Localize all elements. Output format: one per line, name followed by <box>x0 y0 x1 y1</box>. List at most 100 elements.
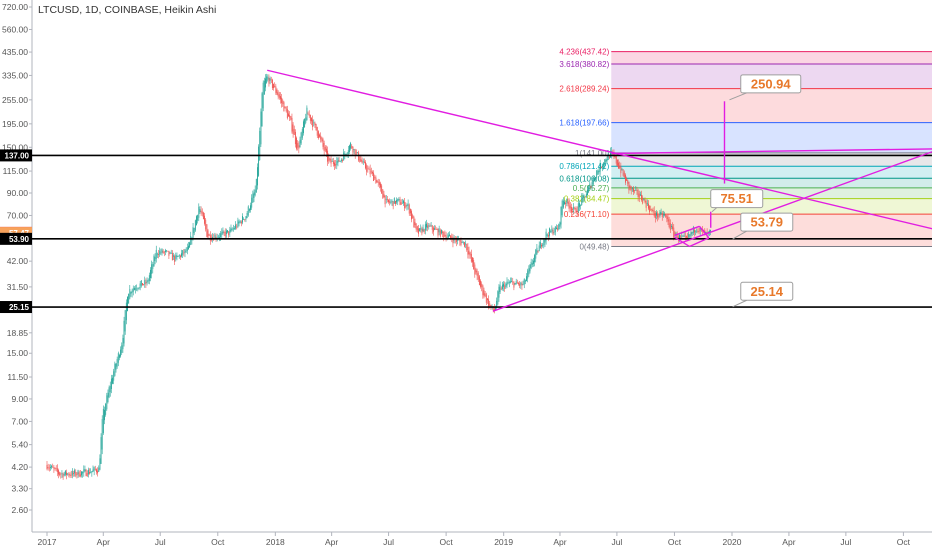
candle-body <box>523 278 525 285</box>
candle-body <box>250 205 251 210</box>
candle-body <box>441 229 442 234</box>
level-tag-label: 53.90 <box>9 235 30 244</box>
candle-body <box>266 76 268 83</box>
wedge-lower-line <box>689 237 710 248</box>
candle-body <box>207 230 209 239</box>
candle-body <box>114 363 116 376</box>
candle-body <box>332 161 334 164</box>
candle-body <box>147 280 149 282</box>
candle-body <box>150 269 151 278</box>
candle-body <box>239 220 241 223</box>
candle-body <box>352 146 354 153</box>
candle-body <box>531 262 533 265</box>
candle-body <box>705 232 707 234</box>
candle-body <box>439 230 441 237</box>
candle-body <box>411 211 412 220</box>
candle-body <box>384 195 386 205</box>
candle-body <box>650 209 652 210</box>
time-tick-label: Jul <box>155 537 166 547</box>
candle-body <box>566 199 568 204</box>
candle-body <box>90 472 92 474</box>
trendlines <box>267 69 932 312</box>
candle-body <box>277 92 279 97</box>
candle-body <box>615 156 617 164</box>
candle-body <box>119 355 120 358</box>
candle-body <box>297 143 299 148</box>
candle-body <box>421 228 423 234</box>
chart-title: LTCUSD, 1D, COINBASE, Heikin Ashi <box>38 4 217 16</box>
candle-body <box>58 470 59 475</box>
candle-body <box>99 458 101 470</box>
candle-body <box>519 283 521 286</box>
fib-level-label: 0.786(121.42) <box>559 162 609 171</box>
candle-body <box>339 160 341 162</box>
candle-body <box>462 241 464 243</box>
candle-body <box>589 183 591 190</box>
candle-body <box>607 153 609 160</box>
candle-body <box>545 231 547 241</box>
candle-body <box>286 109 288 119</box>
candle-body <box>514 283 516 285</box>
candle-body <box>177 256 179 257</box>
callout-label: 53.79 <box>750 215 783 230</box>
candle-body <box>550 231 552 232</box>
candle-body <box>628 181 630 191</box>
candle-body <box>165 250 166 252</box>
candle-body <box>153 255 155 267</box>
candle-body <box>167 250 169 252</box>
candle-body <box>317 131 319 139</box>
time-tick-label: Oct <box>439 537 453 547</box>
time-tick-label: 2017 <box>38 537 57 547</box>
fib-band <box>611 122 932 153</box>
candle-body <box>156 253 158 255</box>
candle-body <box>152 263 154 269</box>
candle-body <box>330 159 332 164</box>
candle-body <box>291 117 293 132</box>
candle-body <box>82 471 84 474</box>
candle-body <box>105 403 107 415</box>
candle-body <box>120 349 122 357</box>
candle-body <box>636 189 638 191</box>
candle-body <box>630 186 632 191</box>
candle-body <box>84 468 86 471</box>
candle-body <box>457 239 458 241</box>
candle-body <box>162 250 164 253</box>
candle-body <box>604 159 606 166</box>
candle-body <box>79 474 81 477</box>
candle-body <box>230 228 232 232</box>
candle-body <box>308 113 310 116</box>
candle-body <box>543 239 545 246</box>
candle-body <box>552 230 554 235</box>
candle-body <box>422 227 424 232</box>
candle-body <box>432 227 434 232</box>
candle-body <box>597 170 599 175</box>
candle-body <box>634 190 636 191</box>
candle-body <box>186 247 188 251</box>
candle-body <box>598 170 600 173</box>
candle-body <box>247 206 249 216</box>
candle-body <box>368 168 370 170</box>
candle-body <box>703 229 705 231</box>
candle-body <box>605 159 607 163</box>
candle-body <box>74 470 76 474</box>
price-tick-label: 720.00 <box>2 2 28 12</box>
candle-body <box>561 200 563 216</box>
candle-body <box>100 437 102 464</box>
candle-body <box>66 472 67 475</box>
candle-body <box>136 288 138 290</box>
candle-body <box>112 377 113 384</box>
candle-body <box>544 238 546 243</box>
candle-body <box>513 281 515 288</box>
time-tick-label: 2020 <box>723 537 742 547</box>
candle-body <box>501 284 503 289</box>
candle-body <box>688 233 690 238</box>
candle-body <box>669 223 671 230</box>
candle-body <box>671 226 672 227</box>
candle-body <box>324 146 326 151</box>
candle-body <box>370 171 372 173</box>
candle-body <box>131 290 133 293</box>
candle-body <box>314 122 316 125</box>
candle-body <box>173 255 174 257</box>
candle-body <box>435 228 437 230</box>
